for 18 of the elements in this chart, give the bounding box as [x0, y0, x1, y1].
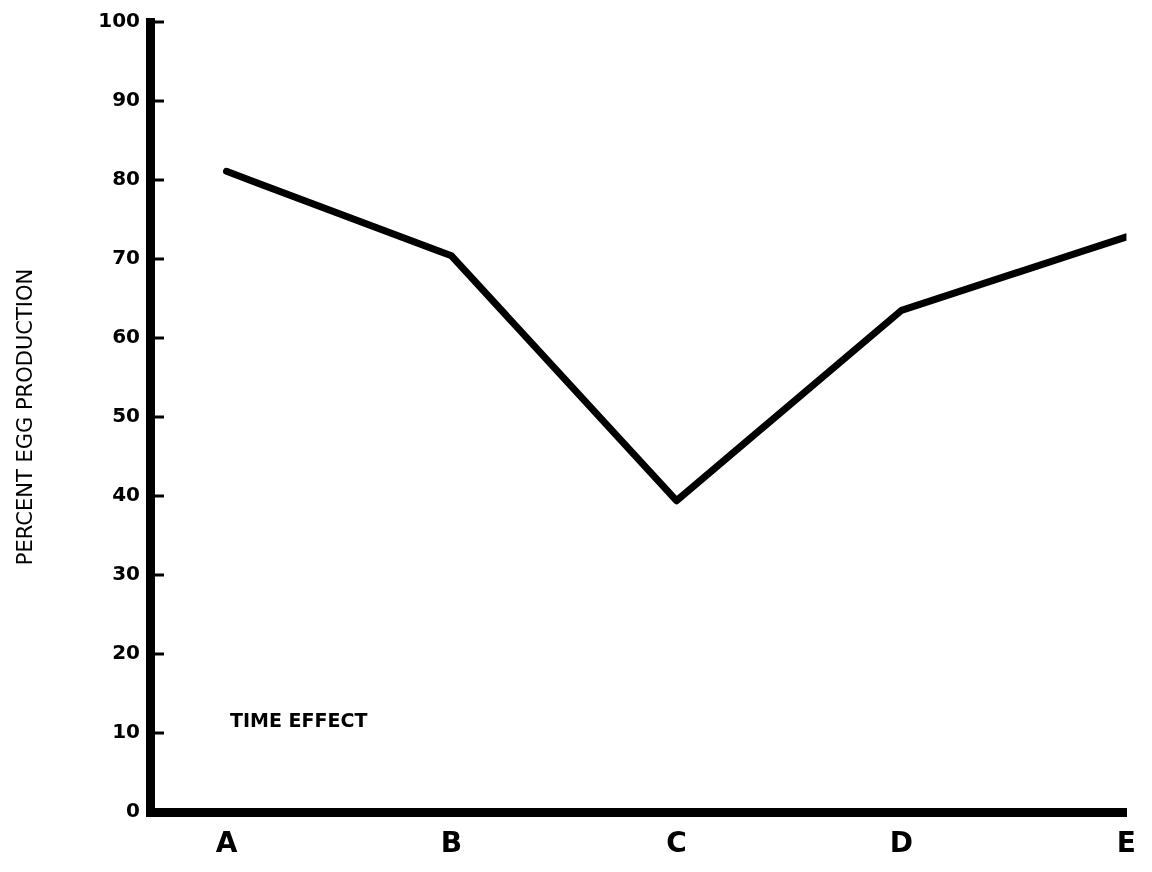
- y-tick-label: 80: [112, 166, 140, 191]
- y-tick-label: 100: [98, 8, 140, 33]
- y-tick-label: 40: [112, 482, 140, 507]
- y-tick-label: 0: [126, 798, 140, 823]
- y-tick-label: 20: [112, 640, 140, 665]
- y-tick-label: 60: [112, 324, 140, 349]
- x-tick-label: A: [215, 826, 238, 860]
- x-tick-label: C: [666, 826, 687, 860]
- y-tick-label: 70: [112, 245, 140, 270]
- y-tick-label: 90: [112, 87, 140, 112]
- y-axis-title: PERCENT EGG PRODUCTION: [13, 268, 38, 566]
- y-tick-label: 30: [112, 561, 140, 586]
- annotation: TIME EFFECT: [230, 708, 368, 731]
- y-tick-label: 10: [112, 719, 140, 744]
- x-tick-label: D: [889, 826, 914, 860]
- x-tick-label: E: [1116, 826, 1137, 860]
- y-tick-label: 50: [112, 403, 140, 428]
- x-tick-label: B: [440, 826, 463, 860]
